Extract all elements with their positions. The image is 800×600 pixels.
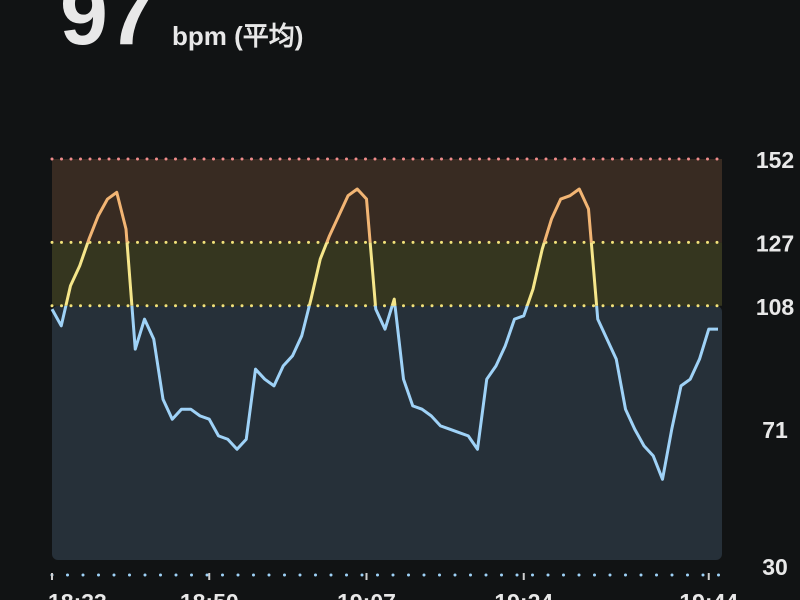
headline-value: 97 <box>60 0 156 63</box>
zone-band <box>52 242 722 306</box>
y-tick-label: 152 <box>756 147 794 173</box>
x-tick-label: 18:50 <box>180 589 239 600</box>
heart-rate-line <box>50 305 718 481</box>
zone-band <box>52 159 722 243</box>
zone-band <box>52 305 722 560</box>
unit-label: bpm (平均) <box>172 21 303 51</box>
x-tick-label: 18:33 <box>48 589 107 600</box>
x-tick-label: 19:24 <box>494 589 553 600</box>
y-tick-label: 108 <box>756 294 795 320</box>
x-tick-label: 19:44 <box>679 589 738 600</box>
y-tick-label: 127 <box>756 230 794 256</box>
y-tick-label: 71 <box>762 417 788 443</box>
x-tick-label: 19:07 <box>337 589 396 600</box>
y-tick-label: 30 <box>762 554 788 580</box>
